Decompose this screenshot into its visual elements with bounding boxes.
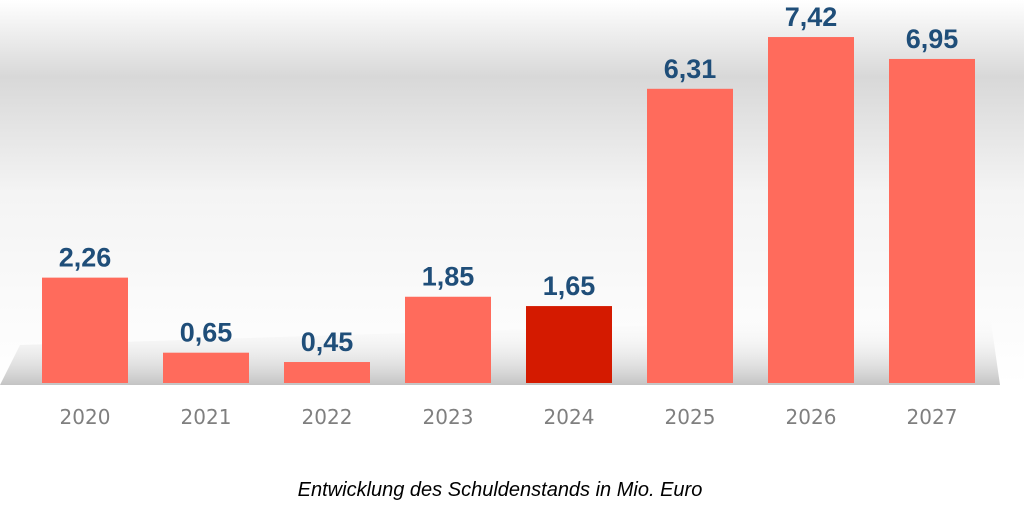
value-label-2020: 2,26 (59, 243, 112, 273)
value-label-2024: 1,65 (543, 271, 596, 301)
x-tick-label-2025: 2025 (665, 405, 716, 429)
bar-2022 (284, 362, 370, 383)
x-tick-label-2023: 2023 (423, 405, 474, 429)
value-label-2026: 7,42 (785, 2, 838, 32)
bar-2026 (768, 37, 854, 383)
x-tick-label-2027: 2027 (907, 405, 958, 429)
value-label-2021: 0,65 (180, 318, 233, 348)
value-label-2022: 0,45 (301, 327, 354, 357)
value-label-2023: 1,85 (422, 262, 475, 292)
bar-2025 (647, 88, 733, 383)
value-label-2025: 6,31 (664, 54, 717, 84)
x-tick-label-2024: 2024 (544, 405, 595, 429)
x-tick-label-2020: 2020 (60, 405, 111, 429)
chart-caption: Entwicklung des Schuldenstands in Mio. E… (298, 479, 703, 501)
floor-shadow (0, 315, 1000, 385)
value-label-2027: 6,95 (906, 24, 959, 54)
x-tick-label-2026: 2026 (786, 405, 837, 429)
x-tick-label-2021: 2021 (181, 405, 232, 429)
bar-2024 (526, 306, 612, 383)
x-tick-label-2022: 2022 (302, 405, 353, 429)
bar-2027 (889, 58, 975, 384)
bar-2023 (405, 296, 491, 383)
bar-2021 (163, 352, 249, 383)
bar-2020 (42, 277, 128, 383)
